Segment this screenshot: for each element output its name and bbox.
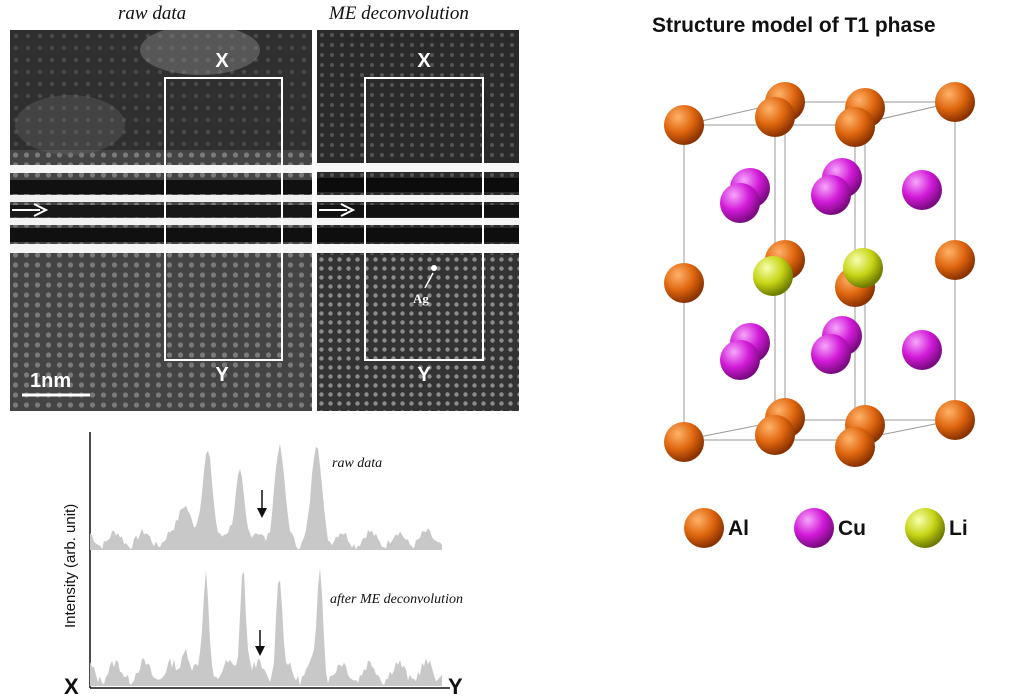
legend-label-cu: Cu <box>838 517 866 540</box>
me-trace-label: after ME deconvolution <box>330 592 463 607</box>
y-marker-raw: Y <box>215 364 229 386</box>
ag-marker-label: Ag <box>413 291 429 306</box>
x-marker-raw: X <box>215 50 229 72</box>
structure-model-title: Structure model of T1 phase <box>652 14 936 37</box>
legend-label-li: Li <box>949 517 968 540</box>
raw-data-label: raw data <box>118 3 187 24</box>
scale-bar-label: 1nm <box>30 370 72 392</box>
y-marker-me: Y <box>417 364 431 386</box>
li-swatch-icon <box>905 508 945 548</box>
legend-al: Al <box>682 506 772 550</box>
cu-atoms <box>720 158 942 380</box>
li-atoms <box>753 248 883 296</box>
raw-hrtem-image <box>10 30 312 411</box>
profile-x-start: X <box>64 674 79 699</box>
me-profile-trace <box>90 568 442 686</box>
intensity-profile-plot <box>89 432 450 689</box>
x-y-box-raw <box>164 77 283 361</box>
al-atoms <box>664 82 975 467</box>
raw-trace-label: raw data <box>332 456 383 471</box>
raw-profile-trace <box>90 443 442 550</box>
me-hrtem-image <box>317 30 519 411</box>
t1-structure-model <box>664 82 975 467</box>
x-y-box-me <box>364 77 484 361</box>
legend-label-al: Al <box>728 517 749 540</box>
cu-swatch-icon <box>794 508 834 548</box>
legend-li: Li <box>903 506 993 550</box>
me-deconvolution-label: ME deconvolution <box>329 3 469 24</box>
x-marker-me: X <box>417 50 431 72</box>
profile-x-end: Y <box>448 674 463 699</box>
al-swatch-icon <box>684 508 724 548</box>
intensity-axis-label: Intensity (arb. unit) <box>62 503 79 628</box>
legend-cu: Cu <box>792 506 892 550</box>
